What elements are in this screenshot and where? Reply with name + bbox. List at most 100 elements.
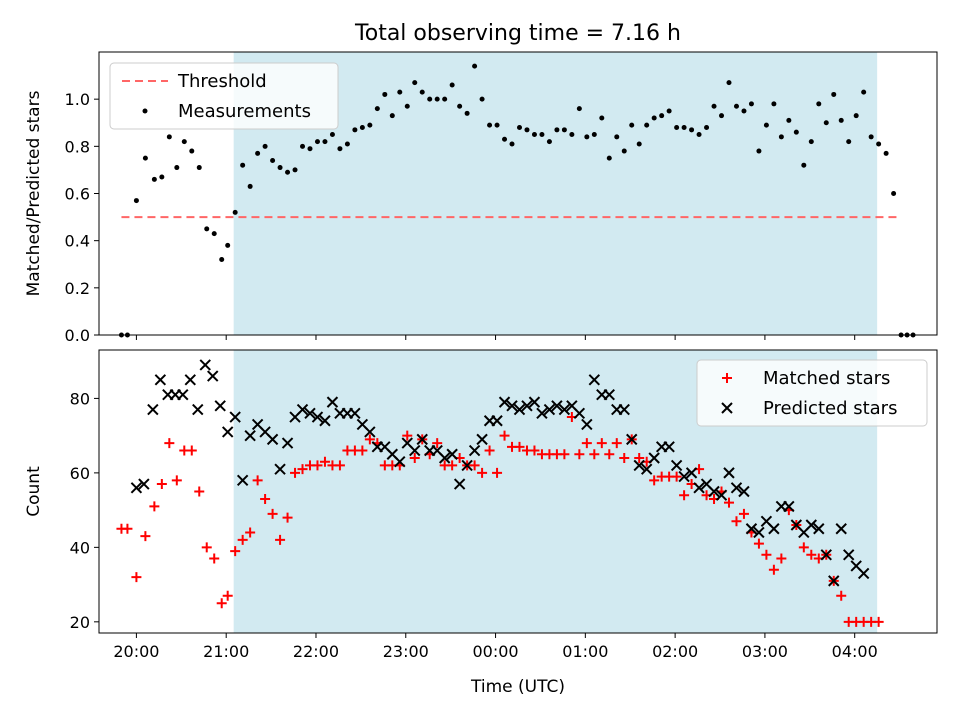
predicted-star-point xyxy=(626,433,638,446)
predicted-star-point xyxy=(236,474,249,487)
predicted-star-point xyxy=(506,400,518,412)
legend-box xyxy=(109,62,339,130)
matched-star-point xyxy=(581,438,592,449)
predicted-star-point xyxy=(573,407,586,420)
predicted-star-point xyxy=(453,478,466,490)
predicted-star-point xyxy=(214,400,226,412)
measurement-point xyxy=(778,134,784,140)
y-tick-label: 0.2 xyxy=(65,279,90,298)
matched-star-point xyxy=(297,464,308,475)
matched-star-point xyxy=(149,501,160,512)
predicted-star-point xyxy=(319,415,331,427)
predicted-star-point xyxy=(266,433,279,446)
predicted-star-point xyxy=(558,403,571,416)
predicted-star-point xyxy=(581,418,593,431)
predicted-star-point xyxy=(281,437,294,449)
measurement-point xyxy=(883,150,889,156)
measurement-point xyxy=(584,134,590,140)
legend: Matched stars Predicted stars xyxy=(696,359,928,427)
matched-star-point xyxy=(230,546,241,557)
legend-label: Threshold xyxy=(177,71,267,92)
predicted-star-point xyxy=(326,396,339,408)
matched-star-point xyxy=(245,527,256,538)
x-tick-label: 03:00 xyxy=(742,642,788,661)
matched-star-point xyxy=(156,479,167,490)
matched-star-point xyxy=(499,430,510,441)
predicted-star-point xyxy=(177,388,189,401)
measurement-point xyxy=(247,183,253,189)
measurement-point xyxy=(359,124,365,130)
measurement-point xyxy=(659,113,665,119)
predicted-star-point xyxy=(783,500,795,513)
predicted-star-point xyxy=(192,403,204,416)
measurement-point xyxy=(771,101,777,107)
matched-star-point xyxy=(492,467,503,478)
matched-star-point xyxy=(171,475,182,486)
measurement-point xyxy=(838,117,844,123)
predicted-star-point xyxy=(640,463,653,475)
x-tick-label: 20:00 xyxy=(113,642,159,661)
predicted-star-point xyxy=(603,388,615,401)
measurement-point xyxy=(576,106,582,112)
measurement-point xyxy=(181,139,187,145)
measurement-point xyxy=(352,127,358,133)
matched-star-point xyxy=(761,549,772,560)
predicted-star-point xyxy=(618,403,630,416)
measurement-point xyxy=(211,231,217,237)
measurement-point xyxy=(412,80,418,86)
predicted-star-point xyxy=(745,523,758,535)
measurement-point xyxy=(516,124,522,130)
matched-star-point xyxy=(282,512,293,523)
measurement-point xyxy=(719,113,725,119)
measurement-point xyxy=(539,132,545,138)
predicted-star-point xyxy=(753,526,765,539)
measurement-point xyxy=(644,122,650,128)
measurement-point xyxy=(606,155,612,161)
predicted-star-point xyxy=(468,444,481,457)
matched-star-point xyxy=(164,438,175,449)
y-axis-title: Matched/Predicted stars xyxy=(24,90,44,296)
legend-label: Matched stars xyxy=(763,368,890,389)
measurement-point xyxy=(546,139,552,145)
matched-star-point xyxy=(319,456,330,467)
predicted-star-point xyxy=(244,429,256,442)
y-tick-label: 20 xyxy=(70,613,90,632)
matched-star-point xyxy=(267,508,278,519)
predicted-star-point xyxy=(491,415,503,427)
predicted-star-point xyxy=(521,400,533,412)
predicted-star-point xyxy=(813,523,825,535)
x-tick-label: 23:00 xyxy=(383,642,429,661)
matched-star-point xyxy=(679,490,690,501)
measurement-point xyxy=(464,110,470,116)
measurement-point xyxy=(524,127,530,133)
measurement-point xyxy=(846,139,852,145)
matched-star-point xyxy=(194,486,205,497)
measurement-point xyxy=(793,129,799,135)
legend-label: Measurements xyxy=(178,101,311,122)
predicted-star-point xyxy=(843,549,855,561)
matched-star-point xyxy=(357,445,368,456)
matched-star-point xyxy=(619,452,630,463)
predicted-star-point xyxy=(154,374,167,386)
predicted-star-point xyxy=(476,433,488,446)
matched-star-point xyxy=(140,531,151,542)
matched-star-point xyxy=(596,438,607,449)
measurement-point xyxy=(329,132,335,138)
predicted-star-point xyxy=(274,463,286,475)
count-panel: 20 40 60 80 20:00 21:00 22:00 23:00 00:00 01:00 02… xyxy=(24,349,938,661)
measurement-point xyxy=(868,134,874,140)
measurement-point xyxy=(763,122,769,128)
measurement-point xyxy=(741,108,747,114)
legend-measurements-key xyxy=(142,108,148,114)
predicted-star-point xyxy=(184,374,196,386)
matched-star-point xyxy=(836,590,847,601)
y-tick-label: 60 xyxy=(70,464,90,483)
measurement-point xyxy=(240,162,246,168)
measurement-point xyxy=(681,124,687,130)
measurement-point xyxy=(808,139,814,145)
measurement-point xyxy=(367,122,373,128)
predicted-star-point xyxy=(394,456,406,468)
predicted-star-point xyxy=(409,444,421,457)
ratio-panel: 0.0 0.2 0.4 0.6 0.8 1.0 Matched/Predicted star… xyxy=(24,51,938,345)
measurement-point xyxy=(726,80,732,86)
